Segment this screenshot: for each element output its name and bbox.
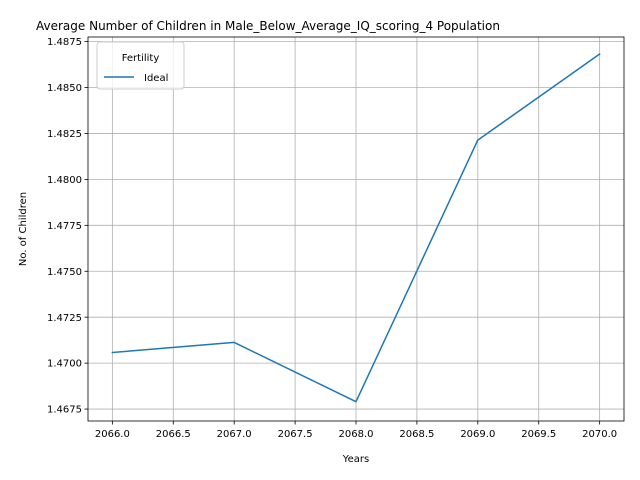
y-tick-label: 1.4675 xyxy=(47,405,82,416)
x-tick-label: 2068.5 xyxy=(399,429,434,440)
x-tick-label: 2070.0 xyxy=(582,429,617,440)
y-tick-label: 1.4825 xyxy=(47,129,82,140)
x-tick-label: 2068.0 xyxy=(339,429,374,440)
y-tick-label: 1.4850 xyxy=(47,83,82,94)
y-tick-label: 1.4775 xyxy=(47,221,82,232)
y-tick-label: 1.4800 xyxy=(47,175,82,186)
x-tick-label: 2067.0 xyxy=(217,429,252,440)
y-tick-label: 1.4750 xyxy=(47,267,82,278)
x-tick-label: 2066.5 xyxy=(156,429,191,440)
series-lines xyxy=(111,53,601,403)
legend-title: Fertility xyxy=(122,53,160,64)
x-axis-label: Years xyxy=(342,454,369,465)
y-axis-label: No. of Children xyxy=(18,192,29,266)
y-axis-ticks: 1.4675 1.4700 1.4725 1.4750 1.4775 1.4800 1.48… xyxy=(47,37,88,416)
x-tick-label: 2069.0 xyxy=(460,429,495,440)
x-tick-label: 2066.0 xyxy=(95,429,130,440)
x-tick-label: 2067.5 xyxy=(278,429,313,440)
y-tick-label: 1.4725 xyxy=(47,313,82,324)
series-line-ideal xyxy=(111,53,601,403)
grid xyxy=(88,37,624,421)
legend: Fertility Ideal xyxy=(96,41,185,90)
y-tick-label: 1.4875 xyxy=(47,37,82,48)
chart-title: Average Number of Children in Male_Below… xyxy=(36,19,500,33)
y-tick-label: 1.4700 xyxy=(47,359,82,370)
x-tick-label: 2069.5 xyxy=(521,429,556,440)
legend-box xyxy=(96,41,185,90)
x-axis-ticks: 2066.0 2066.5 2067.0 2067.5 2068.0 2068.5 2069… xyxy=(95,421,617,440)
legend-label-ideal: Ideal xyxy=(144,73,168,84)
